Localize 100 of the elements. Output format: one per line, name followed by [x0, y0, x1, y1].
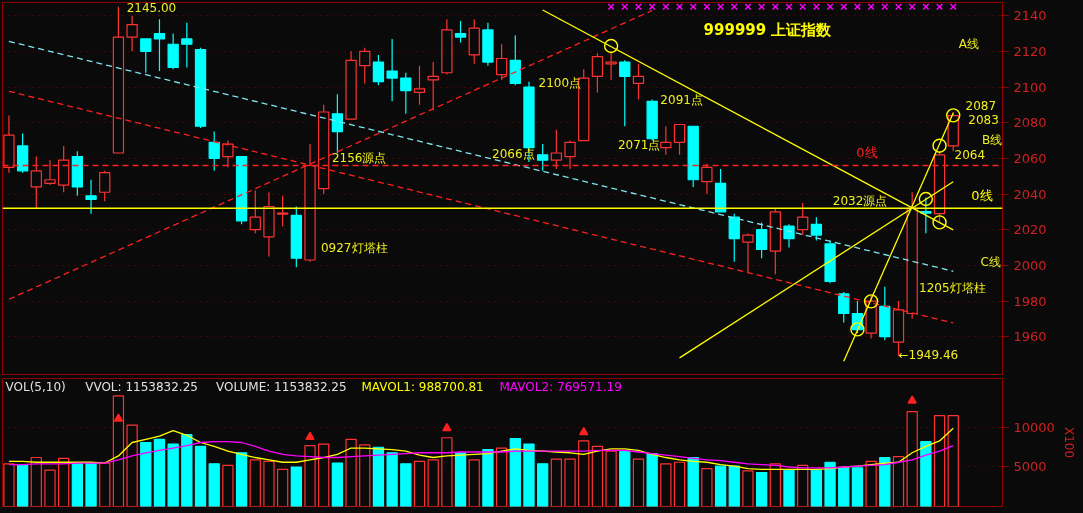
bar	[797, 464, 809, 507]
bar	[167, 443, 179, 507]
candlestick	[3, 114, 15, 174]
point	[634, 3, 642, 11]
bar	[933, 415, 946, 507]
bar	[482, 449, 494, 507]
bar	[632, 458, 645, 507]
bar	[208, 463, 220, 507]
bar	[58, 457, 70, 507]
bar	[810, 469, 823, 507]
bar	[153, 438, 166, 507]
bar	[838, 467, 850, 507]
annotation: 2091点	[660, 93, 703, 108]
bar	[673, 461, 686, 507]
text: 2083	[968, 112, 999, 127]
bar	[386, 452, 398, 507]
candlestick	[44, 159, 56, 186]
y-tick-label: 2040	[1013, 186, 1047, 202]
point	[894, 3, 903, 11]
annotation: 0927灯塔柱	[320, 241, 388, 256]
bar	[454, 452, 467, 507]
point	[936, 3, 944, 11]
point	[932, 215, 947, 230]
point	[689, 3, 697, 11]
annotation: 2071点	[617, 137, 661, 152]
candlestick	[331, 93, 344, 154]
bar	[578, 440, 590, 507]
bar	[71, 462, 84, 507]
bar	[249, 459, 261, 507]
candlestick	[386, 38, 398, 102]
point	[881, 3, 889, 11]
bar	[441, 437, 453, 507]
bar	[372, 446, 385, 507]
point	[799, 3, 807, 11]
ref-line-label: 0线	[971, 187, 993, 203]
bar	[701, 467, 713, 507]
chart-title: VOL(5,10)	[5, 380, 66, 395]
point	[579, 426, 589, 436]
bar	[523, 443, 535, 507]
candlestick	[304, 143, 316, 263]
ref-line-label: 0线	[856, 144, 878, 160]
y-tick-label: 1960	[1013, 329, 1047, 345]
point	[812, 3, 820, 11]
bar	[537, 463, 549, 507]
text: B线	[981, 132, 1003, 147]
candlestick	[222, 139, 234, 168]
bar	[783, 469, 795, 507]
y-tick-label: 2120	[1013, 43, 1047, 59]
point	[603, 38, 619, 54]
candlestick	[564, 139, 576, 170]
point	[785, 3, 793, 11]
point	[113, 413, 124, 422]
bar	[194, 445, 207, 507]
y-axis-title: X100	[1061, 426, 1076, 459]
candlestick	[742, 232, 754, 274]
point	[840, 3, 848, 11]
bar	[413, 460, 426, 507]
text: C线	[980, 254, 1001, 269]
point	[908, 3, 916, 11]
annotation: 2145.00	[126, 1, 177, 16]
bar	[345, 438, 357, 507]
point	[922, 3, 930, 11]
bar	[3, 463, 15, 507]
bar	[755, 471, 768, 507]
text: MAVOL1: 988700.81	[361, 380, 484, 395]
annotation: 2156源点	[331, 151, 387, 166]
annotation: VOLUME: 1153832.25	[216, 380, 347, 395]
y-tick-label: 2080	[1013, 115, 1047, 131]
bar	[16, 464, 29, 507]
bar	[851, 467, 864, 507]
bar	[495, 447, 508, 507]
candlestick	[263, 191, 275, 258]
bar	[331, 462, 344, 507]
annotation: ←1949.46	[898, 347, 959, 362]
annotation: 1205灯塔柱	[919, 280, 986, 295]
bar	[468, 459, 480, 507]
point	[744, 3, 752, 11]
point	[442, 422, 452, 432]
bar	[222, 464, 234, 507]
text: MAVOL2: 769571.19	[499, 380, 622, 395]
text: 999999 上证指数	[703, 21, 833, 40]
bar	[304, 445, 316, 507]
annotation: VVOL: 1153832.25	[85, 380, 198, 395]
bar	[687, 456, 699, 507]
text: 2087	[965, 98, 997, 113]
y-tick-label: 2100	[1013, 79, 1047, 95]
bar	[892, 456, 905, 507]
bar	[263, 460, 275, 507]
bar	[99, 462, 111, 507]
y-tick-label: 2140	[1013, 8, 1047, 24]
bar	[181, 434, 193, 507]
bar	[865, 460, 877, 507]
point	[305, 431, 315, 440]
bar	[85, 462, 97, 507]
bar	[126, 424, 138, 507]
candlestick	[783, 223, 795, 249]
bar	[276, 468, 289, 507]
bar	[140, 441, 152, 507]
candlestick	[701, 163, 713, 195]
point	[703, 3, 711, 11]
